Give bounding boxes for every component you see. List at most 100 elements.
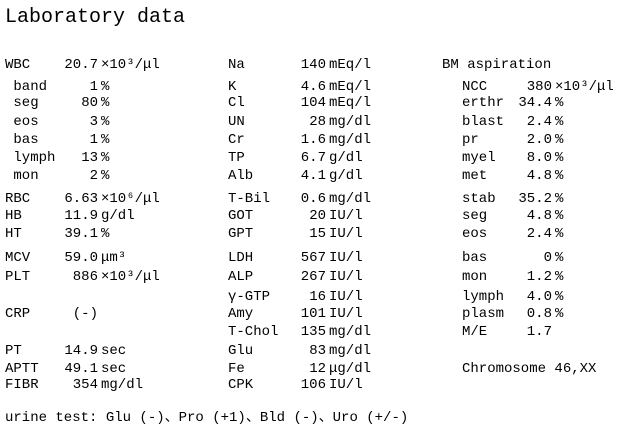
test-label: Na [228, 57, 245, 73]
test-label: HB [5, 208, 22, 224]
test-unit: IU/l [329, 289, 363, 305]
test-unit: % [101, 168, 110, 184]
test-value: 886 [72, 269, 98, 285]
blood-row: PT 14.9 sec [5, 342, 305, 360]
test-unit: % [101, 114, 110, 130]
bm-row: lymph 4.0% [462, 288, 640, 306]
chemistry-row: Na 140 mEq/l [228, 56, 528, 74]
test-value: 4.6 [300, 79, 326, 95]
bm-row: eos 2.4% [462, 225, 640, 243]
test-unit: mg/dl [101, 377, 144, 393]
test-unit: % [555, 226, 564, 242]
test-value: 13 [81, 150, 98, 166]
blood-row: HT 39.1% [5, 225, 305, 243]
test-label: PT [5, 343, 22, 359]
bm-row: plasm 0.8% [462, 305, 640, 323]
test-value: 4.1 [300, 168, 326, 184]
bm-row: bas 0% [462, 249, 640, 267]
chemistry-row: GPT 15 IU/l [228, 225, 528, 243]
test-value: 16 [309, 289, 326, 305]
test-label: UN [228, 114, 245, 130]
test-unit: g/dl [329, 150, 363, 166]
test-value: 1.2 [526, 269, 552, 285]
test-value: 140 [300, 57, 326, 73]
chemistry-row: K 4.6 mEq/l [228, 78, 528, 96]
chemistry-row: LDH 567 IU/l [228, 249, 528, 267]
test-value: 104 [300, 95, 326, 111]
test-value: 80 [81, 95, 98, 111]
test-unit: % [555, 208, 564, 224]
test-unit: % [555, 150, 564, 166]
blood-row: PLT 886 ×10³/μl [5, 268, 305, 286]
page-title: Laboratory data [5, 6, 186, 29]
test-unit: mg/dl [329, 324, 372, 340]
test-value: 267 [300, 269, 326, 285]
blood-row: seg 80% [5, 94, 305, 112]
test-value: 35.2 [518, 191, 552, 207]
test-unit: IU/l [329, 306, 363, 322]
test-value: 6.63 [64, 191, 98, 207]
test-label: ALP [228, 269, 254, 285]
test-unit: μg/dl [329, 361, 372, 377]
test-value: 101 [300, 306, 326, 322]
test-label: myel [462, 150, 496, 166]
blood-row: HB 11.9 g/dl [5, 207, 305, 225]
chemistry-row: T-Chol 135 mg/dl [228, 323, 528, 341]
test-label: seg [5, 95, 39, 111]
chemistry-row: Amy 101 IU/l [228, 305, 528, 323]
test-unit: % [555, 269, 564, 285]
test-unit: % [101, 150, 110, 166]
test-label: FIBR [5, 377, 39, 393]
test-unit: ×10³/μl [555, 79, 614, 95]
test-unit: mg/dl [329, 114, 372, 130]
test-label: T-Bil [228, 191, 271, 207]
blood-row: eos 3% [5, 113, 305, 131]
test-label: eos [462, 226, 488, 242]
test-label: Cr [228, 132, 245, 148]
blood-row: lymph 13% [5, 149, 305, 167]
test-unit: % [555, 114, 564, 130]
test-label: CRP [5, 306, 31, 322]
chemistry-row: Alb 4.1 g/dl [228, 167, 528, 185]
test-value: 20 [309, 208, 326, 224]
test-unit: IU/l [329, 250, 363, 266]
test-unit: mEq/l [329, 79, 372, 95]
blood-row: APTT 49.1 sec [5, 360, 305, 378]
chemistry-row: UN 28 mg/dl [228, 113, 528, 131]
test-label: lymph [5, 150, 56, 166]
test-value: 34.4 [518, 95, 552, 111]
test-label: pr [462, 132, 479, 148]
test-value: 106 [300, 377, 326, 393]
test-unit: g/dl [329, 168, 363, 184]
test-unit: % [101, 79, 110, 95]
test-value: 2.4 [526, 226, 552, 242]
test-value: 0.6 [300, 191, 326, 207]
test-unit: % [555, 132, 564, 148]
chemistry-row: Cr 1.6 mg/dl [228, 131, 528, 149]
bm-row: pr 2.0% [462, 131, 640, 149]
test-label: T-Chol [228, 324, 279, 340]
test-unit: % [101, 132, 110, 148]
test-unit: mg/dl [329, 132, 372, 148]
test-value: 59.0 [64, 250, 98, 266]
test-unit: IU/l [329, 377, 363, 393]
test-value: 39.1 [64, 226, 98, 242]
test-unit: mg/dl [329, 343, 372, 359]
blood-row: band 1% [5, 78, 305, 96]
test-label: band [5, 79, 48, 95]
chemistry-row: CPK 106 IU/l [228, 376, 528, 394]
test-unit: % [555, 306, 564, 322]
test-label: GPT [228, 226, 254, 242]
test-label: mon [462, 269, 488, 285]
test-unit: mg/dl [329, 191, 372, 207]
test-value: 0 [543, 250, 552, 266]
bm-row: myel 8.0% [462, 149, 640, 167]
test-label: lymph [462, 289, 505, 305]
test-label: stab [462, 191, 496, 207]
test-label: MCV [5, 250, 31, 266]
test-label: WBC [5, 57, 31, 73]
test-value: 1.7 [526, 324, 552, 340]
chemistry-row: Glu 83 mg/dl [228, 342, 528, 360]
test-unit: IU/l [329, 208, 363, 224]
test-label: bas [5, 132, 39, 148]
